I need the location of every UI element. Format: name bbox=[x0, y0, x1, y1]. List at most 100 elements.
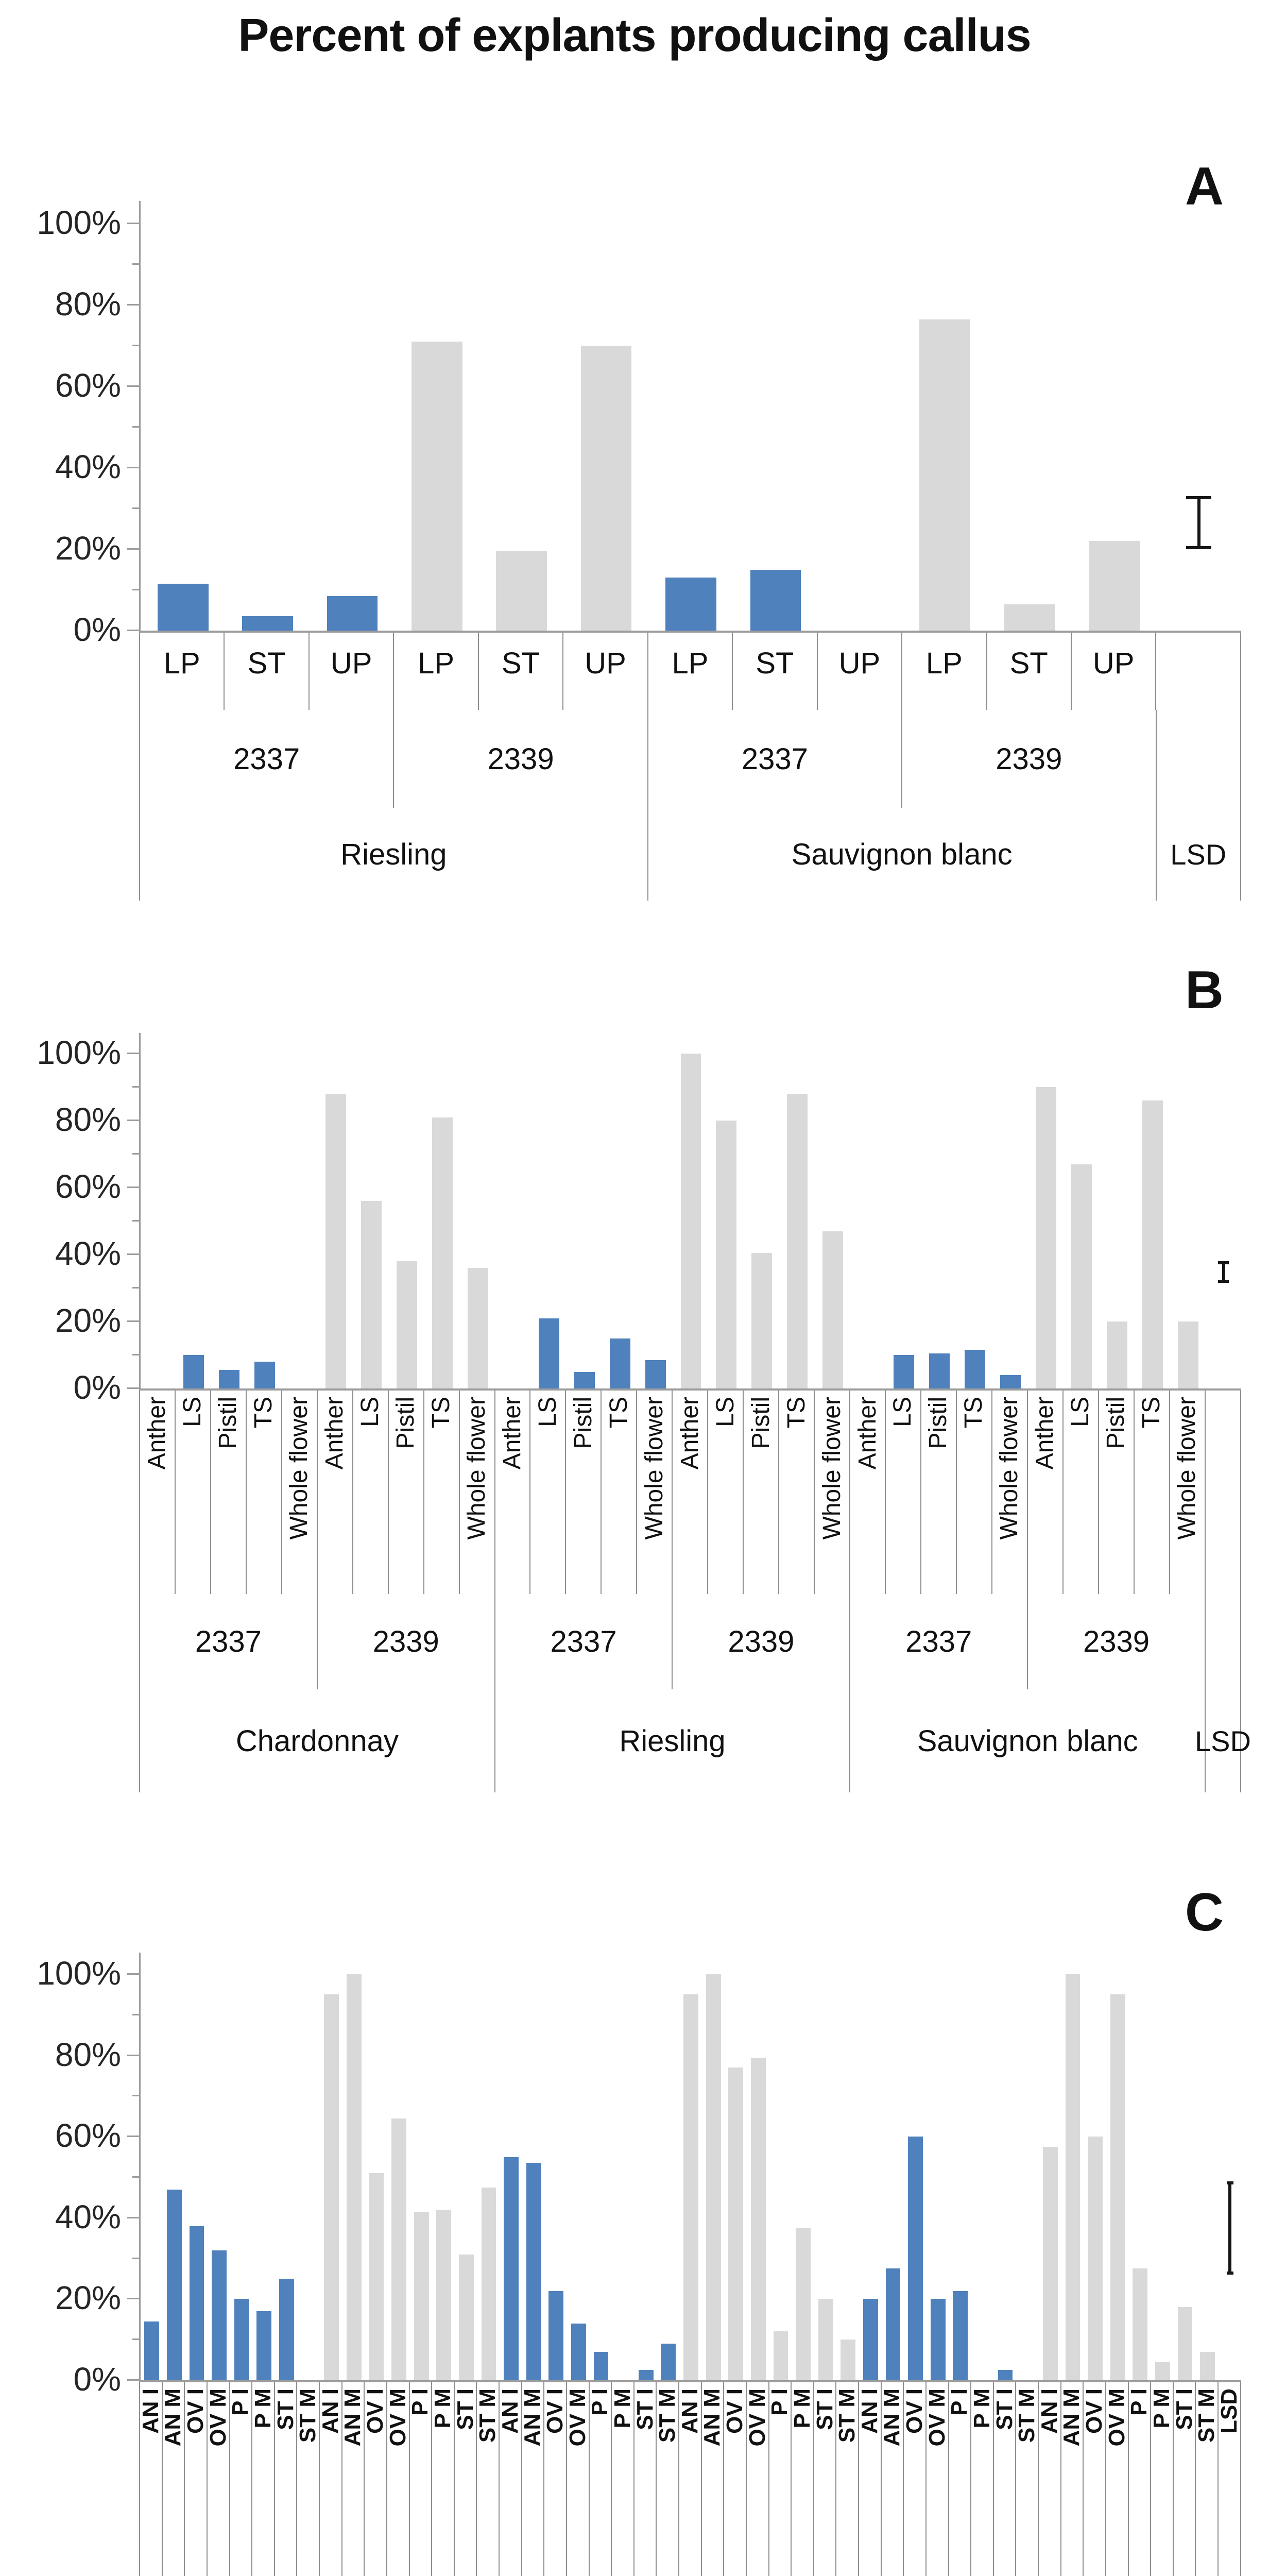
category-cell-ov-m: OV M bbox=[1104, 2382, 1129, 2576]
category-label: ST M bbox=[834, 2388, 860, 2443]
clone-label: 2337 bbox=[195, 1625, 262, 1658]
y-major-tick bbox=[127, 2379, 140, 2381]
category-label: Whole flower bbox=[996, 1397, 1023, 1540]
bar-sauvignon-blanc-2337-an-i bbox=[863, 2299, 878, 2380]
y-major-tick bbox=[127, 467, 140, 468]
error-bar-line bbox=[1228, 2181, 1232, 2275]
category-cell-an-i: AN I bbox=[1036, 2382, 1062, 2576]
bar-riesling-2339-st bbox=[496, 551, 547, 631]
clone-label: 2337 bbox=[550, 1625, 617, 1658]
lsd-error-bar bbox=[1186, 496, 1212, 549]
y-axis-label: 20% bbox=[55, 1302, 121, 1339]
category-label: OV M bbox=[744, 2388, 770, 2447]
bar-chardonnay-2339-ls bbox=[361, 1201, 382, 1388]
error-bar-cap bbox=[1218, 1280, 1229, 1283]
category-cell-st-m: ST M bbox=[1194, 2382, 1220, 2576]
category-label: P I bbox=[1126, 2388, 1152, 2416]
clone-label-row: 2337 2339 2337 2339 bbox=[139, 710, 1241, 808]
lsd-cell-spacer bbox=[1204, 1594, 1240, 1689]
category-label: Anther bbox=[676, 1397, 704, 1470]
category-cell-ov-i: OV I bbox=[363, 2382, 388, 2576]
y-axis-label: 100% bbox=[37, 1955, 121, 1992]
category-label: ST bbox=[501, 647, 540, 680]
bar-riesling-2339-whole-flower bbox=[822, 1231, 844, 1388]
bar-sauvignon-blanc-2337-pistil bbox=[929, 1353, 950, 1388]
bar-chardonnay-2339-anther bbox=[325, 1094, 347, 1388]
bar-chardonnay-2337-ls bbox=[183, 1355, 204, 1388]
category-label: ST M bbox=[295, 2388, 321, 2443]
category-cell-ov-i: OV I bbox=[183, 2382, 208, 2576]
y-minor-tick bbox=[132, 1354, 140, 1355]
category-cell-whole-flower: Whole flower bbox=[991, 1391, 1027, 1594]
category-label: OV I bbox=[1082, 2388, 1107, 2434]
bar-chardonnay-2339-an-m bbox=[346, 1974, 362, 2380]
bar-sauvignon-blanc-2339-ls bbox=[1071, 1164, 1092, 1388]
y-axis-label: 80% bbox=[55, 1101, 121, 1138]
category-cell-st-i: ST I bbox=[1172, 2382, 1197, 2576]
category-cell-anther: Anther bbox=[1026, 1391, 1062, 1594]
category-cell-pistil: Pistil bbox=[920, 1391, 956, 1594]
bar-chardonnay-2339-ov-m bbox=[391, 2118, 406, 2380]
clone-label: 2339 bbox=[372, 1625, 439, 1658]
category-label: TS bbox=[605, 1397, 632, 1429]
category-label: AN M bbox=[520, 2388, 545, 2447]
category-label: ST bbox=[1009, 647, 1048, 680]
category-label: LS bbox=[356, 1397, 384, 1427]
lsd-label: LSD bbox=[1195, 1724, 1251, 1757]
category-label: LS bbox=[889, 1397, 917, 1427]
category-cell-anther: Anther bbox=[139, 1391, 175, 1594]
category-cell-whole-flower: Whole flower bbox=[281, 1391, 317, 1594]
bar-chardonnay-2339-st-m bbox=[481, 2187, 496, 2380]
category-cell-p-i: P I bbox=[587, 2382, 612, 2576]
category-label: Whole flower bbox=[463, 1397, 491, 1540]
y-major-tick bbox=[127, 548, 140, 550]
bar-sauvignon-blanc-2339-ov-m bbox=[1110, 1994, 1125, 2380]
bar-riesling-2339-up bbox=[580, 346, 632, 631]
bar-chardonnay-2337-p-i bbox=[234, 2299, 249, 2380]
y-minor-tick bbox=[132, 1153, 140, 1155]
variety-label: Chardonnay bbox=[235, 1724, 399, 1758]
category-cell-st-i: ST I bbox=[453, 2382, 478, 2576]
category-cell-anther: Anther bbox=[849, 1391, 885, 1594]
y-minor-tick bbox=[132, 507, 140, 509]
clone-group-sauvignon-blanc-2339: 2339 bbox=[1027, 1594, 1205, 1689]
category-cell-st-i: ST I bbox=[812, 2382, 837, 2576]
category-label: LS bbox=[179, 1397, 207, 1427]
panel-a: A 0% 20% 40% 60% 80% 100% LP ST UP LP ST UP LP ST UP LP S… bbox=[0, 77, 1269, 901]
category-cell-ts: TS bbox=[245, 1391, 281, 1594]
clone-group-sauvignon-blanc-2337: 2337 bbox=[647, 710, 901, 808]
category-label: Anther bbox=[499, 1397, 526, 1470]
category-cell-st: ST bbox=[986, 633, 1071, 710]
y-minor-tick bbox=[132, 1220, 140, 1222]
y-axis-label: 0% bbox=[73, 611, 122, 648]
category-label: AN I bbox=[1036, 2388, 1062, 2434]
clone-group-riesling-2339: 2339 bbox=[393, 710, 647, 808]
bar-sauvignon-blanc-2337-ts bbox=[964, 1350, 985, 1388]
bar-chardonnay-2337-an-m bbox=[167, 2189, 182, 2380]
category-label: UP bbox=[330, 647, 372, 680]
category-label: ST M bbox=[1194, 2388, 1220, 2443]
lsd-cell bbox=[1155, 633, 1240, 710]
category-cell-pistil: Pistil bbox=[743, 1391, 778, 1594]
panel-letter-c: C bbox=[1185, 1883, 1224, 1942]
category-label: Pistil bbox=[1102, 1397, 1130, 1449]
category-cell-ls: LS bbox=[885, 1391, 920, 1594]
error-bar-cap bbox=[1226, 2181, 1233, 2184]
category-label: ST bbox=[247, 647, 286, 680]
bar-sauvignon-blanc-2337-lp bbox=[665, 578, 716, 631]
error-bar-cap bbox=[1186, 546, 1212, 549]
bar-sauvignon-blanc-2339-an-m bbox=[1065, 1974, 1081, 2380]
category-label: AN M bbox=[340, 2388, 366, 2447]
variety-group-sauvignon-blanc: Sauvignon blanc bbox=[647, 808, 1156, 901]
category-label: Anther bbox=[321, 1397, 349, 1470]
category-cell-ts: TS bbox=[423, 1391, 459, 1594]
category-label: P M bbox=[789, 2388, 815, 2429]
bar-riesling-2337-st bbox=[242, 616, 293, 631]
category-cell-lp: LP bbox=[393, 633, 477, 710]
y-axis-label: 40% bbox=[55, 448, 121, 485]
y-major-tick bbox=[127, 1120, 140, 1121]
category-label: P I bbox=[228, 2388, 253, 2416]
bar-sauvignon-blanc-2337-st bbox=[750, 569, 801, 631]
category-label: TS bbox=[427, 1397, 455, 1429]
category-cell-p-i: P I bbox=[767, 2382, 792, 2576]
